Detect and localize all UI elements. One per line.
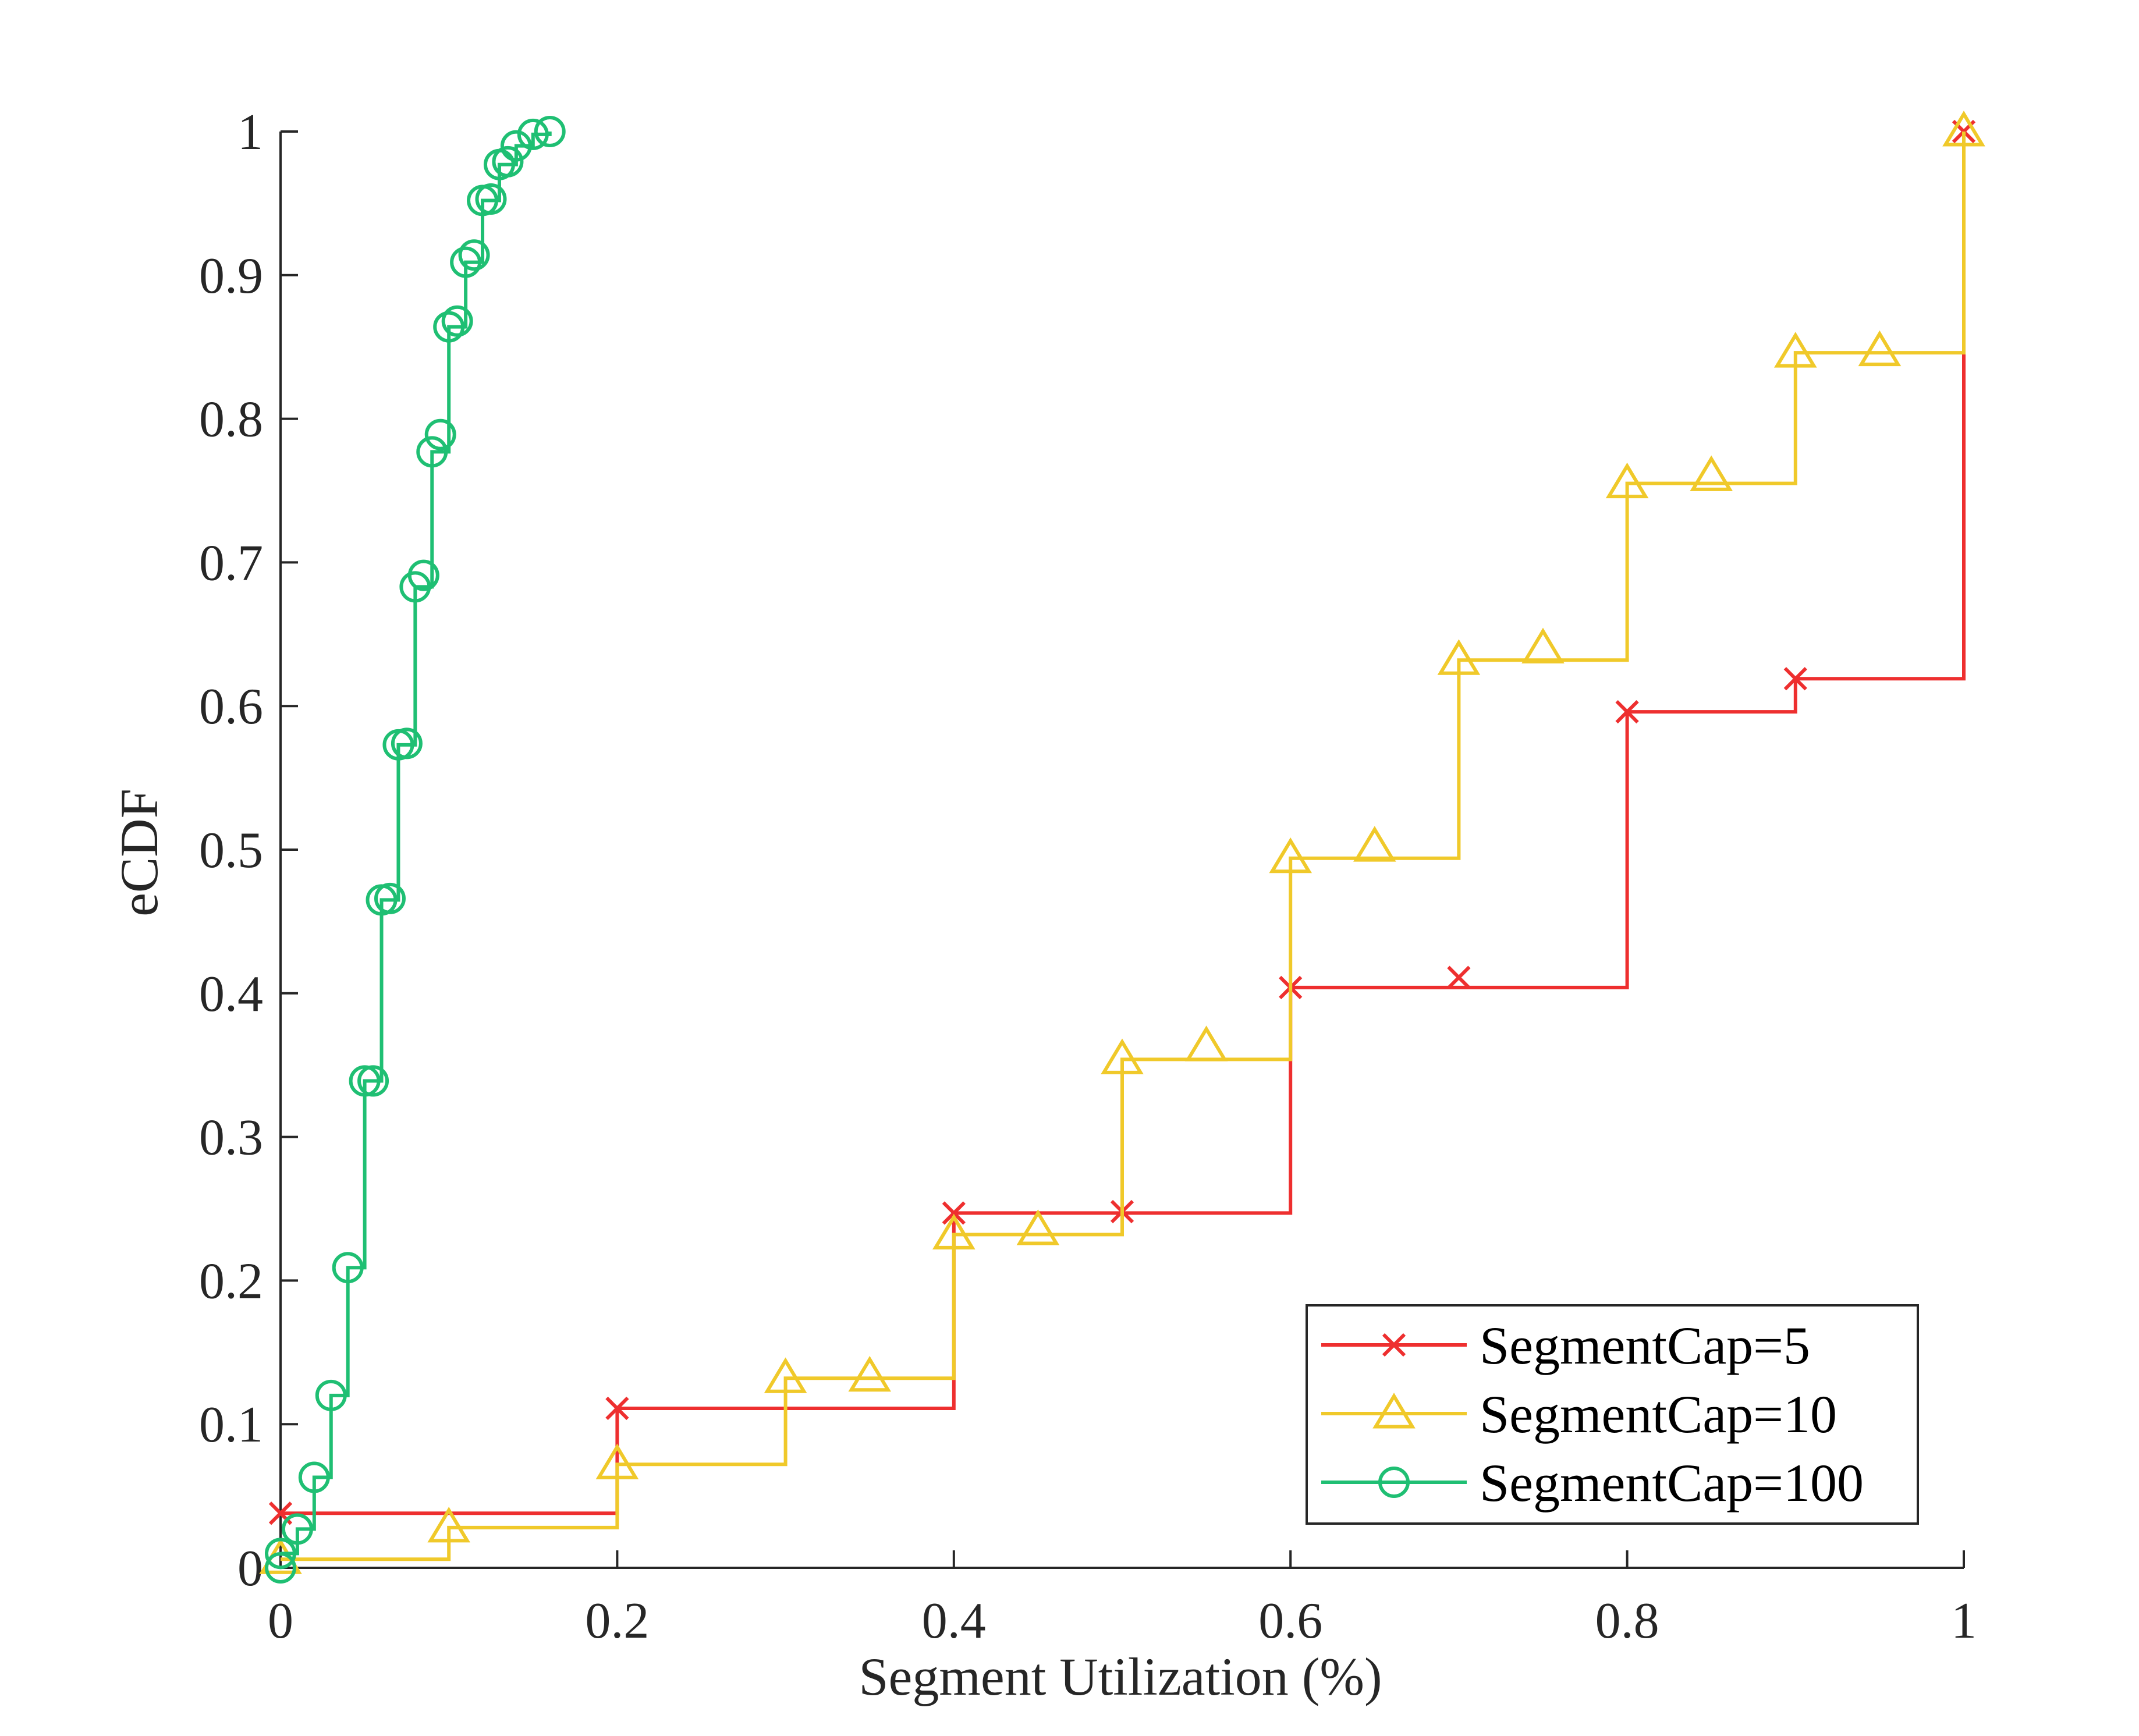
legend-item: SegmentCap=100 bbox=[1321, 1453, 1864, 1513]
marker-x-stroke bbox=[1382, 1333, 1406, 1357]
legend: SegmentCap=5 SegmentCap=10 SegmentCap=100 bbox=[1306, 1304, 1919, 1525]
data-point bbox=[1269, 837, 1312, 874]
data-point bbox=[595, 1443, 639, 1479]
legend-item: SegmentCap=10 bbox=[1321, 1384, 1837, 1444]
data-point bbox=[1774, 332, 1817, 368]
marker-x-stroke bbox=[1783, 667, 1807, 691]
data-point bbox=[492, 145, 524, 177]
data-point bbox=[416, 436, 448, 468]
data-point bbox=[357, 1065, 389, 1097]
series-3 bbox=[265, 116, 566, 1584]
axes: 0 0.2 0.4 0.6 0.8 1 0 0.1 0.2 0.3 0.4 0.5 0.6 0.7 0.8 0… bbox=[199, 104, 1977, 1649]
data-point bbox=[407, 559, 439, 591]
data-point bbox=[932, 1213, 976, 1249]
y-tick-label: 0.1 bbox=[199, 1397, 263, 1453]
data-point bbox=[433, 311, 465, 343]
data-point bbox=[427, 1507, 470, 1543]
series-2 bbox=[259, 111, 1985, 1574]
x-tick-label: 0 bbox=[268, 1593, 293, 1649]
data-point bbox=[1521, 627, 1565, 663]
legend-item: SegmentCap=5 bbox=[1321, 1316, 1810, 1375]
x-axis-title: Segment Utilization (%) bbox=[859, 1647, 1382, 1706]
y-tick-label: 0.2 bbox=[199, 1253, 263, 1309]
x-tick-label: 0.2 bbox=[585, 1593, 649, 1649]
data-point bbox=[391, 727, 423, 759]
data-point bbox=[848, 1355, 891, 1392]
data-point bbox=[1858, 330, 1902, 367]
x-tick-label: 0.8 bbox=[1595, 1593, 1659, 1649]
data-point bbox=[1942, 111, 1985, 147]
data-point bbox=[1690, 455, 1733, 491]
marker-x-stroke bbox=[1615, 700, 1639, 724]
data-point bbox=[1437, 639, 1481, 675]
data-point bbox=[764, 1357, 807, 1393]
y-tick-label: 1 bbox=[237, 104, 263, 161]
data-point bbox=[1605, 462, 1649, 499]
legend-label: SegmentCap=100 bbox=[1480, 1453, 1864, 1513]
y-tick-label: 0.5 bbox=[199, 822, 263, 879]
data-point bbox=[450, 246, 482, 278]
data-point bbox=[265, 1538, 296, 1570]
data-point bbox=[298, 1461, 330, 1493]
legend-marker bbox=[1382, 1333, 1406, 1357]
data-point bbox=[281, 1513, 313, 1545]
data-point bbox=[475, 183, 507, 215]
data-point bbox=[374, 882, 406, 914]
data-point bbox=[332, 1252, 364, 1284]
data-point bbox=[1184, 1025, 1228, 1062]
data-point bbox=[1447, 965, 1471, 989]
y-tick-label: 0 bbox=[237, 1540, 263, 1597]
data-point bbox=[458, 239, 490, 271]
marker-x-stroke bbox=[605, 1396, 629, 1421]
y-axis-title: eCDF bbox=[109, 789, 169, 917]
legend-label: SegmentCap=10 bbox=[1480, 1384, 1837, 1444]
marker-x-stroke bbox=[1447, 965, 1471, 989]
x-tick-label: 0.6 bbox=[1258, 1593, 1322, 1649]
data-point bbox=[315, 1379, 347, 1411]
data-point bbox=[1016, 1209, 1060, 1245]
legend-marker bbox=[1378, 1467, 1410, 1498]
data-point bbox=[441, 305, 473, 337]
y-tick-label: 0.6 bbox=[199, 679, 263, 735]
data-point bbox=[349, 1065, 381, 1097]
data-point bbox=[500, 130, 532, 162]
y-tick-label: 0.9 bbox=[199, 248, 263, 304]
data-point bbox=[534, 116, 566, 147]
data-point bbox=[942, 1201, 966, 1225]
x-tick-label: 1 bbox=[1951, 1593, 1977, 1649]
y-tick-label: 0.7 bbox=[199, 535, 263, 591]
data-point bbox=[605, 1396, 629, 1421]
data-point bbox=[265, 1552, 296, 1584]
data-point bbox=[424, 418, 456, 450]
legend-label: SegmentCap=5 bbox=[1480, 1316, 1810, 1375]
data-point bbox=[1101, 1038, 1144, 1074]
data-point bbox=[517, 118, 549, 150]
y-tick-label: 0.8 bbox=[199, 392, 263, 448]
marker-x-stroke bbox=[942, 1201, 966, 1225]
y-tick-label: 0.4 bbox=[199, 966, 263, 1023]
data-point bbox=[1783, 667, 1807, 691]
marker-x-stroke bbox=[268, 1501, 293, 1525]
series-group bbox=[259, 111, 1985, 1584]
series-line bbox=[281, 132, 1966, 1561]
data-point bbox=[1615, 700, 1639, 724]
x-tick-label: 0.4 bbox=[922, 1593, 986, 1649]
y-tick-label: 0.3 bbox=[199, 1110, 263, 1166]
data-point bbox=[1353, 826, 1396, 862]
legend-marker bbox=[1372, 1393, 1416, 1429]
